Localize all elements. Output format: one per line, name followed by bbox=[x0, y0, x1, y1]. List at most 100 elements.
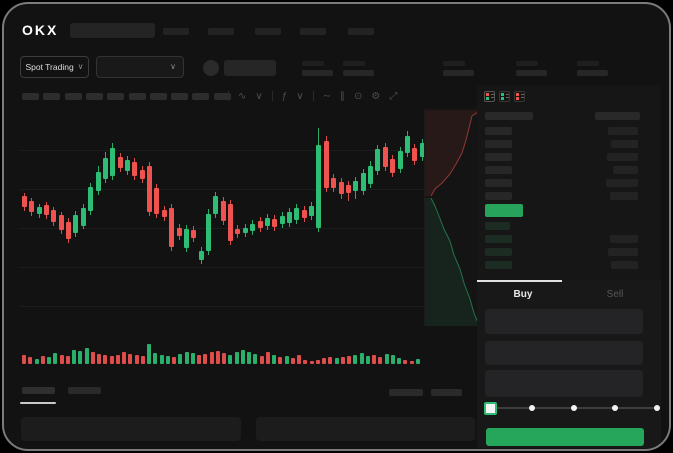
candlestick-chart[interactable] bbox=[20, 108, 425, 330]
stat-value-placeholder bbox=[516, 70, 547, 76]
camera-icon[interactable]: ⊙ bbox=[354, 90, 363, 102]
pair-name-placeholder bbox=[224, 60, 276, 76]
nav-item[interactable] bbox=[348, 28, 374, 35]
volume-bar bbox=[247, 352, 251, 364]
book-bids-icon[interactable] bbox=[499, 91, 510, 102]
tab-sell[interactable]: Sell bbox=[606, 288, 624, 300]
candle-body bbox=[51, 210, 56, 222]
timeframe-button[interactable] bbox=[65, 93, 82, 100]
pair-dropdown[interactable]: ∨ bbox=[96, 56, 184, 78]
candle-body bbox=[140, 170, 145, 179]
volume-bar bbox=[197, 355, 201, 364]
ask-price-placeholder[interactable] bbox=[485, 140, 512, 148]
tab-buy[interactable]: Buy bbox=[513, 288, 533, 300]
market-type-dropdown[interactable]: Spot Trading ∨ bbox=[20, 56, 89, 78]
fullscreen-icon[interactable]: ⤢ bbox=[389, 90, 398, 102]
volume-bar bbox=[91, 352, 95, 364]
volume-bar bbox=[297, 355, 301, 364]
candle-body bbox=[361, 173, 366, 191]
volume-bar bbox=[216, 351, 220, 364]
timeframe-button[interactable] bbox=[22, 93, 39, 100]
candles-style-icon[interactable]: ∿ bbox=[238, 90, 247, 102]
candle-body bbox=[331, 178, 336, 188]
amount-input[interactable] bbox=[485, 341, 643, 365]
bid-price-placeholder[interactable] bbox=[485, 222, 510, 230]
candle-body bbox=[405, 136, 410, 153]
volume-bar bbox=[278, 357, 282, 364]
ask-price-placeholder[interactable] bbox=[485, 127, 512, 135]
bottom-action-placeholder[interactable] bbox=[431, 389, 462, 396]
volume-bar bbox=[141, 356, 145, 364]
volume-bar bbox=[28, 357, 32, 364]
grid-line bbox=[20, 228, 424, 229]
book-asks-icon[interactable] bbox=[514, 91, 525, 102]
volume-bar bbox=[22, 355, 26, 364]
candle-body bbox=[228, 204, 233, 241]
timeframe-button[interactable] bbox=[43, 93, 60, 100]
candle-body bbox=[412, 148, 417, 161]
bottom-tab[interactable] bbox=[68, 387, 101, 394]
ask-price-placeholder[interactable] bbox=[485, 179, 512, 187]
volume-bar bbox=[272, 355, 276, 364]
bid-price-placeholder[interactable] bbox=[485, 261, 512, 269]
timeframe-button[interactable] bbox=[214, 93, 231, 100]
volume-bar bbox=[185, 352, 189, 364]
nav-item[interactable] bbox=[255, 28, 281, 35]
candle-body bbox=[324, 141, 329, 188]
slider-stop-dot[interactable] bbox=[529, 405, 535, 411]
depth-chart bbox=[424, 108, 482, 327]
slider-stop-dot[interactable] bbox=[571, 405, 577, 411]
candle-body bbox=[339, 182, 344, 194]
book-header-price bbox=[485, 112, 533, 120]
candle-body bbox=[265, 218, 270, 226]
bottom-tab-active[interactable] bbox=[22, 387, 55, 394]
timeframe-button[interactable] bbox=[192, 93, 209, 100]
candle-body bbox=[66, 222, 71, 239]
ask-price-placeholder[interactable] bbox=[485, 192, 512, 200]
search-input[interactable] bbox=[70, 23, 155, 38]
parallel-lines-icon[interactable]: ∥ bbox=[340, 90, 345, 102]
book-combined-icon[interactable] bbox=[484, 91, 495, 102]
ask-amount-placeholder bbox=[608, 127, 638, 135]
chart-tools: ∿ ∨ ƒ ∨ ∼ ∥ ⊙ ⚙ ⤢ bbox=[228, 88, 398, 104]
bid-price-placeholder[interactable] bbox=[485, 248, 512, 256]
timeframe-button[interactable] bbox=[129, 93, 146, 100]
nav-item[interactable] bbox=[163, 28, 189, 35]
slider-stop-dot[interactable] bbox=[612, 405, 618, 411]
timeframe-button[interactable] bbox=[107, 93, 124, 100]
timeframe-button[interactable] bbox=[86, 93, 103, 100]
last-price-block[interactable] bbox=[485, 204, 523, 217]
candle-body bbox=[398, 151, 403, 169]
price-input[interactable] bbox=[485, 309, 643, 334]
timeframe-button[interactable] bbox=[171, 93, 188, 100]
candle-body bbox=[280, 216, 285, 224]
chevron-down-icon: ∨ bbox=[77, 62, 84, 71]
stat-label-placeholder bbox=[443, 61, 465, 66]
candle-body bbox=[272, 219, 277, 227]
volume-bar bbox=[228, 355, 232, 364]
slider-handle[interactable] bbox=[484, 402, 497, 415]
line-tool-icon[interactable]: ∼ bbox=[322, 90, 331, 102]
settings-icon[interactable]: ⚙ bbox=[371, 90, 381, 102]
bid-price-placeholder[interactable] bbox=[485, 235, 512, 243]
bottom-action-placeholder[interactable] bbox=[389, 389, 423, 396]
slider-stop-dot[interactable] bbox=[654, 405, 660, 411]
icon-bar-top bbox=[516, 93, 519, 96]
chevron-down-icon[interactable]: ∨ bbox=[255, 90, 263, 102]
volume-bar bbox=[78, 351, 82, 364]
total-input[interactable] bbox=[485, 370, 643, 397]
okx-logo[interactable]: OKX bbox=[22, 22, 59, 38]
candle-body bbox=[199, 251, 204, 260]
ask-price-placeholder[interactable] bbox=[485, 166, 512, 174]
ask-price-placeholder[interactable] bbox=[485, 153, 512, 161]
indicators-icon[interactable]: ƒ bbox=[281, 90, 288, 102]
nav-item[interactable] bbox=[300, 28, 326, 35]
timeframe-button[interactable] bbox=[150, 93, 167, 100]
volume-bar bbox=[128, 354, 132, 364]
nav-item[interactable] bbox=[208, 28, 234, 35]
icon-bar-top bbox=[501, 93, 504, 96]
icon-lines bbox=[491, 94, 494, 95]
chevron-down-icon[interactable]: ∨ bbox=[296, 90, 304, 102]
volume-bar bbox=[53, 353, 57, 364]
buy-submit-button[interactable] bbox=[486, 428, 644, 446]
